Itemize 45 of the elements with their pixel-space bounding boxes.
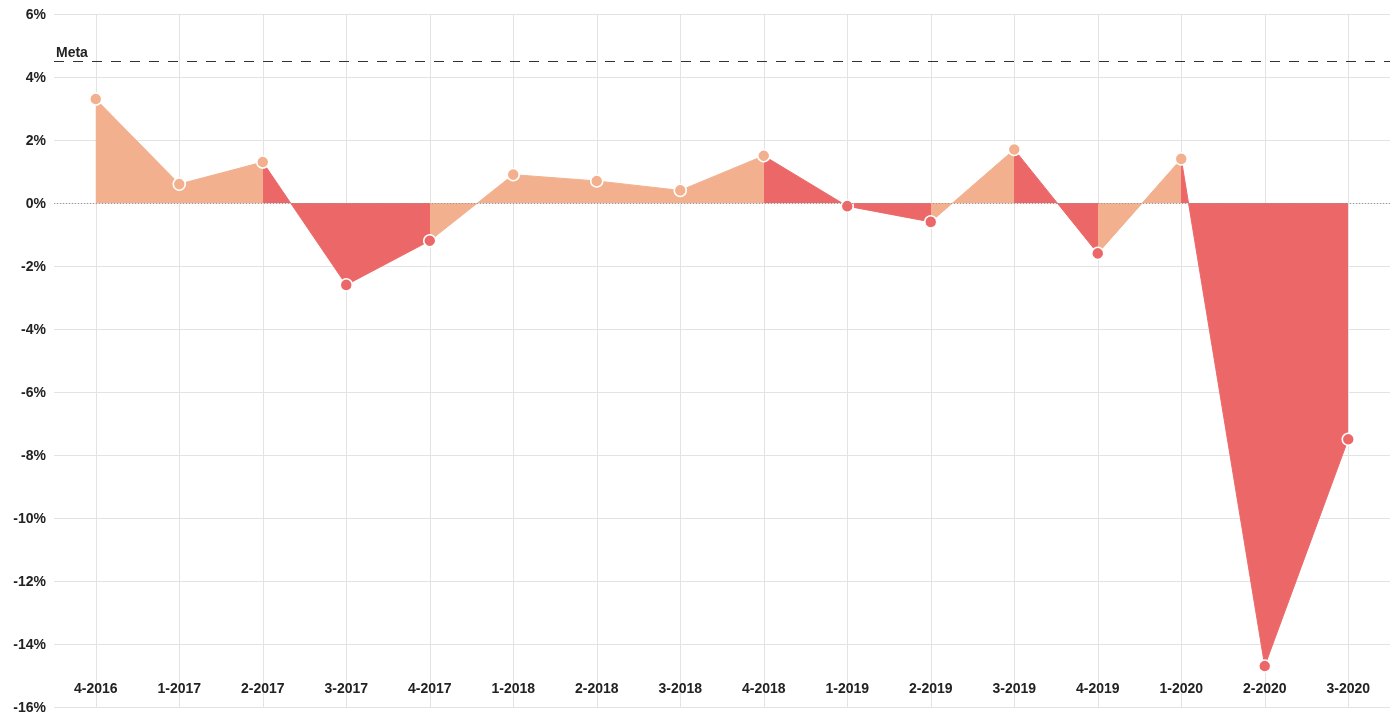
x-tick-label: 1-2017 [157, 680, 202, 696]
point [673, 183, 687, 198]
x-tick-label: 1-2018 [491, 680, 536, 696]
x-tick-label: 1-2020 [1159, 680, 1204, 696]
point [256, 155, 270, 169]
x-tick-label: 4-2018 [741, 680, 786, 696]
x-tick-label: 3-2018 [658, 680, 703, 696]
x-tick-label: 4-2019 [1075, 680, 1120, 696]
y-tick-label: 0% [25, 195, 47, 211]
point [172, 177, 186, 191]
y-tick-label: -10% [13, 510, 47, 526]
x-tick-label: 2-2018 [574, 680, 619, 696]
y-tick-label: 6% [25, 6, 47, 22]
y-tick-label: -12% [13, 573, 47, 589]
x-tick-label: 4-2017 [407, 680, 452, 696]
point [1258, 659, 1272, 673]
x-tick-label: 3-2019 [992, 680, 1037, 696]
y-tick-label: -6% [21, 384, 47, 400]
x-tick-label: 3-2017 [324, 680, 369, 696]
x-tick-label: 2-2020 [1242, 680, 1287, 696]
point [89, 92, 103, 106]
x-tick-label: 1-2019 [825, 680, 870, 696]
y-tick-label: -4% [21, 321, 47, 337]
point [1091, 246, 1105, 261]
y-tick-label: -16% [13, 699, 47, 715]
x-tick-label: 3-2020 [1326, 680, 1371, 696]
point [840, 199, 854, 213]
point [506, 167, 520, 182]
y-tick-label: -8% [21, 447, 47, 463]
point [757, 149, 771, 163]
ref-line-label: Meta [56, 44, 89, 61]
y-tick-label: 4% [25, 69, 47, 85]
point [1174, 152, 1188, 166]
x-tick-label: 2-2019 [908, 680, 953, 696]
y-tick-label: 2% [25, 132, 47, 148]
point [1007, 142, 1021, 157]
point [590, 174, 604, 188]
point [423, 234, 437, 248]
x-tick-label: 4-2016 [73, 680, 118, 696]
y-tick-label: -2% [21, 258, 47, 274]
point [924, 215, 938, 229]
point [1341, 432, 1355, 446]
point [339, 278, 353, 292]
y-tick-label: -14% [13, 636, 47, 652]
x-tick-label: 2-2017 [240, 680, 285, 696]
